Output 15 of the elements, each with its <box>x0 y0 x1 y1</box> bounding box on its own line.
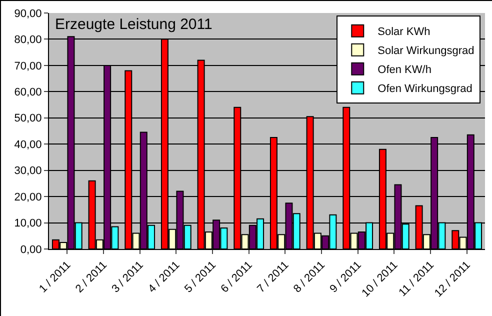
legend-label: Solar KWh <box>378 26 430 38</box>
y-tick-label: 40,00 <box>14 138 42 151</box>
chart-title: Erzeugte Leistung 2011 <box>55 16 212 33</box>
y-tick-label: 90,00 <box>14 8 42 20</box>
y-tick-label: 10,00 <box>14 218 42 230</box>
y-tick-label: 20,00 <box>14 191 42 204</box>
y-tick-label: 30,00 <box>14 165 42 178</box>
y-tick-label: 60,00 <box>14 86 42 99</box>
y-tick-label: 0,00 <box>20 244 42 256</box>
legend-label: Ofen Wirkungsgrad <box>378 83 472 96</box>
legend-label: Ofen KW/h <box>378 64 432 76</box>
legend-label: Solar Wirkungsgrad <box>378 45 474 58</box>
y-tick-label: 50,00 <box>14 112 42 125</box>
y-tick-label: 80,00 <box>14 34 42 46</box>
y-tick-label: 70,00 <box>14 60 42 72</box>
